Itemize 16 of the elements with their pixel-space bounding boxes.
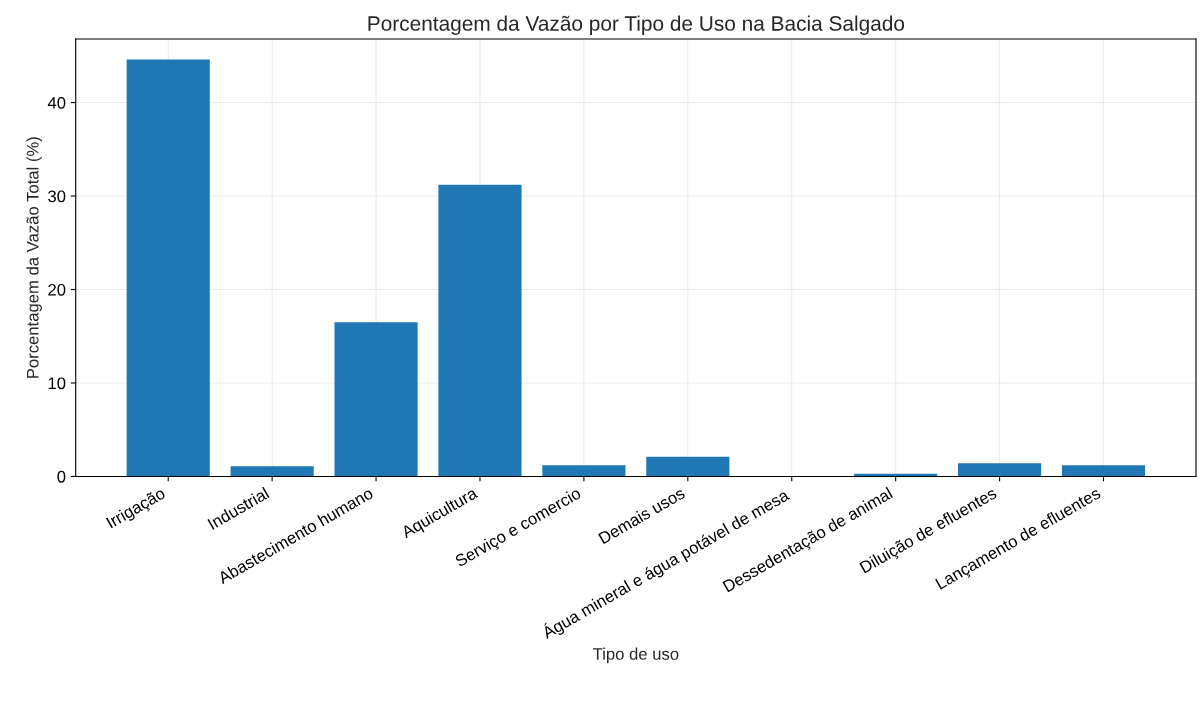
bar bbox=[126, 59, 210, 477]
y-tick-label: 0 bbox=[57, 470, 66, 483]
bar bbox=[1061, 465, 1146, 477]
y-axis-title: Porcentagem da Vazão Total (%) bbox=[26, 137, 42, 378]
y-tick-label: 20 bbox=[48, 283, 66, 296]
bar bbox=[542, 465, 626, 477]
bar bbox=[438, 184, 522, 477]
bar bbox=[646, 456, 730, 477]
y-tick-label: 30 bbox=[48, 190, 66, 203]
bar bbox=[230, 466, 314, 477]
y-tick-label: 10 bbox=[48, 377, 66, 390]
x-axis-title: Tipo de uso bbox=[593, 647, 679, 664]
bar bbox=[334, 322, 418, 477]
bar bbox=[958, 463, 1042, 477]
y-tick-label: 40 bbox=[47, 96, 66, 109]
chart-title: Porcentagem da Vazão por Tipo de Uso na Bacia Salgado bbox=[368, 15, 905, 35]
